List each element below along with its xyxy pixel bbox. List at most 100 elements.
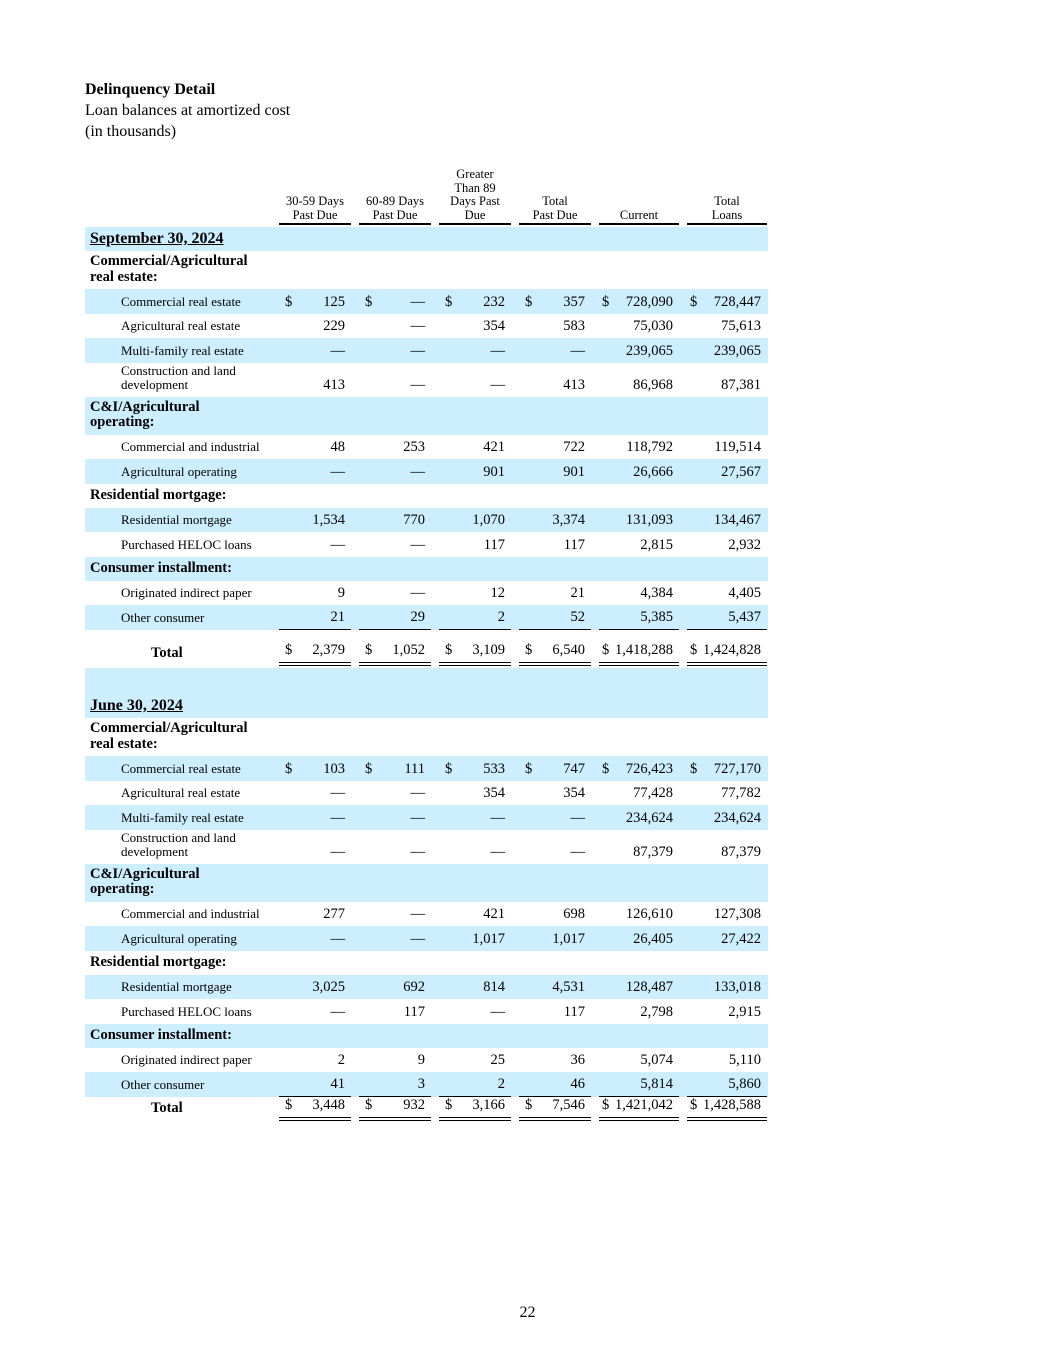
- value-cell: 354: [519, 785, 591, 805]
- cell-value: —: [410, 585, 426, 601]
- cell-value: —: [490, 342, 506, 359]
- cell-value: 2,815: [640, 536, 673, 553]
- currency-symbol: $: [285, 760, 293, 777]
- cell-value: 1,428,588: [703, 1097, 761, 1113]
- row-label: Residential mortgage: [121, 512, 232, 527]
- value-cell: 3: [359, 1076, 431, 1097]
- cell-value: —: [330, 843, 346, 860]
- cell-value: 692: [403, 979, 425, 995]
- value-cell: 1,534: [279, 512, 351, 532]
- cell-value: 4,384: [640, 585, 673, 601]
- cell-value: 48: [330, 439, 346, 455]
- cell-value: 87,379: [721, 843, 761, 860]
- value-cell: $1,421,042: [599, 1097, 679, 1121]
- cell-value: 87,381: [721, 376, 761, 393]
- cell-value: —: [410, 376, 426, 393]
- table-row: Originated indirect paper 9 — 12 21 4,384 4,40…: [85, 581, 768, 606]
- value-cell: $533: [439, 761, 511, 781]
- cell-value: 3: [417, 1075, 425, 1092]
- value-cell: 277: [279, 906, 351, 926]
- cell-value: 583: [563, 318, 585, 334]
- cell-value: 4,405: [728, 585, 761, 601]
- value-cell: 4,531: [519, 979, 591, 999]
- cell-value: 29: [410, 608, 426, 625]
- cell-value: 87,379: [633, 843, 673, 860]
- currency-symbol: $: [525, 293, 533, 310]
- value-cell: 87,379: [687, 844, 767, 864]
- value-cell: 770: [359, 512, 431, 532]
- cell-value: 125: [323, 293, 345, 310]
- value-cell: 2: [439, 1076, 511, 1097]
- value-cell: —: [359, 377, 431, 397]
- cell-value: 354: [483, 785, 505, 801]
- table-row: Commercial real estate $125 $ — $232 $357 $728…: [85, 289, 768, 314]
- row-label: Multi-family real estate: [121, 342, 244, 358]
- cell-value: 357: [563, 293, 585, 310]
- row-label: Originated indirect paper: [121, 1052, 252, 1067]
- cell-value: 75,030: [633, 318, 673, 334]
- section-date: June 30, 2024: [90, 697, 183, 714]
- table-row: Purchased HELOC loans — 117 — 117 2,798 2,915: [85, 999, 768, 1024]
- report-heading: Delinquency Detail: [85, 81, 216, 98]
- currency-symbol: $: [285, 293, 293, 310]
- table-row: Residential mortgage 3,025 692 814 4,531 128,…: [85, 974, 768, 999]
- value-cell: 48: [279, 439, 351, 459]
- column-header: Total Past Due: [519, 194, 591, 225]
- value-cell: 4,405: [687, 585, 767, 605]
- cell-value: 2,932: [728, 536, 761, 553]
- currency-symbol: $: [445, 760, 453, 777]
- category-row: Consumer installment:: [85, 556, 768, 581]
- value-cell: 5,110: [687, 1052, 767, 1072]
- value-cell: —: [359, 844, 431, 864]
- value-cell: 86,968: [599, 377, 679, 397]
- value-cell: 253: [359, 439, 431, 459]
- table-row: Agricultural operating — — 1,017 1,017 26,405…: [85, 926, 768, 951]
- currency-symbol: $: [445, 293, 453, 310]
- cell-value: 239,065: [625, 342, 673, 359]
- value-cell: 2: [279, 1052, 351, 1072]
- cell-value: 117: [563, 536, 585, 553]
- value-cell: 75,030: [599, 318, 679, 338]
- cell-value: 4,531: [552, 979, 585, 995]
- row-label: Commercial and industrial: [121, 439, 260, 454]
- value-cell: 3,374: [519, 512, 591, 532]
- table-row: Originated indirect paper 2 9 25 36 5,074 5,11…: [85, 1048, 768, 1073]
- value-cell: 4,384: [599, 585, 679, 605]
- value-cell: —: [359, 318, 431, 338]
- value-cell: 117: [439, 537, 511, 557]
- cell-value: 126,610: [625, 906, 673, 922]
- cell-value: 1,017: [552, 930, 585, 947]
- cell-value: —: [330, 930, 346, 947]
- value-cell: $232: [439, 294, 511, 314]
- value-cell: 9: [279, 585, 351, 605]
- table-row: Multi-family real estate — — — — 239,065 239,0…: [85, 338, 768, 363]
- category-row: Residential mortgage:: [85, 484, 768, 508]
- row-label: Commercial real estate: [121, 760, 241, 776]
- value-cell: 87,379: [599, 844, 679, 864]
- delinquency-table: 30-59 Days Past Due 60-89 Days Past Due Gr…: [85, 165, 768, 1121]
- value-cell: $932: [359, 1097, 431, 1121]
- value-cell: 413: [279, 377, 351, 397]
- cell-value: 7,546: [552, 1097, 585, 1113]
- column-header: Total Loans: [687, 194, 767, 225]
- row-label: Agricultural operating: [121, 463, 237, 479]
- value-cell: 901: [439, 464, 511, 484]
- row-label: Commercial real estate: [121, 293, 241, 309]
- report-subtitle: Loan balances at amortized cost: [85, 102, 291, 119]
- cell-value: 2: [497, 608, 505, 625]
- value-cell: —: [279, 464, 351, 484]
- cell-value: 2,379: [312, 642, 345, 658]
- cell-value: 354: [563, 785, 585, 801]
- value-cell: 901: [519, 464, 591, 484]
- currency-symbol: $: [525, 760, 533, 777]
- value-cell: 134,467: [687, 512, 767, 532]
- cell-value: 3,448: [312, 1097, 345, 1113]
- value-cell: $2,379: [279, 642, 351, 666]
- category-label: C&I/Agricultural operating:: [90, 398, 200, 430]
- value-cell: 239,065: [599, 343, 679, 363]
- value-cell: 27,422: [687, 931, 767, 951]
- value-cell: $728,090: [599, 294, 679, 314]
- cell-value: 117: [403, 1003, 425, 1020]
- cell-value: 5,110: [728, 1052, 761, 1068]
- cell-value: 134,467: [713, 512, 761, 528]
